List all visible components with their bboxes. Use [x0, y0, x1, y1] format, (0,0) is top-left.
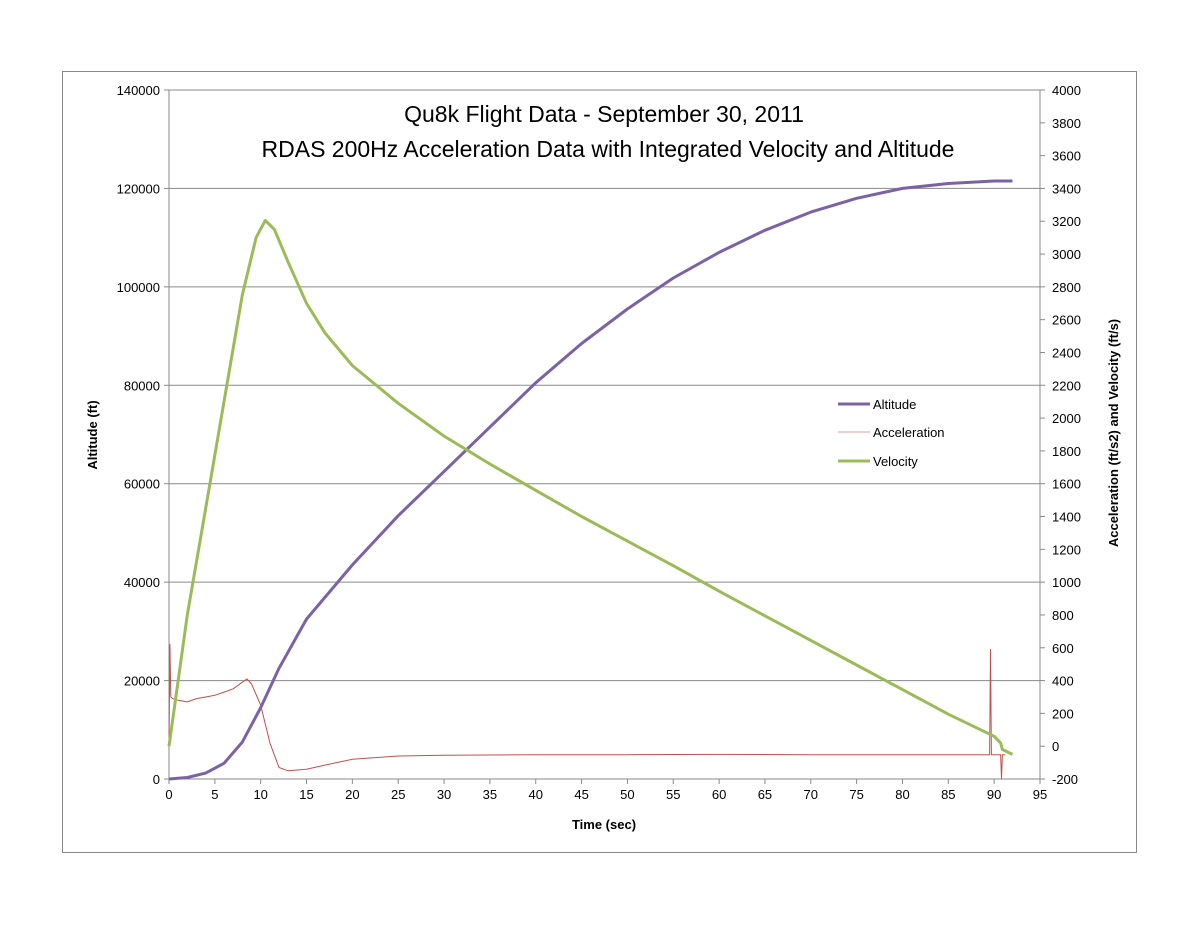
x-tick-label: 10: [253, 787, 267, 802]
y-right-tick-label: 600: [1052, 641, 1074, 656]
chart-title: Qu8k Flight Data - September 30, 2011: [404, 101, 804, 127]
y-right-tick-label: 2800: [1052, 280, 1081, 295]
y-axis-left-title: Altitude (ft): [85, 400, 100, 469]
y-right-tick-label: 200: [1052, 706, 1074, 721]
series-line-velocity: [167, 218, 1014, 756]
y-axis-right-title: Acceleration (ft/s2) and Velocity (ft/s): [1106, 319, 1121, 547]
y-right-tick-label: 2400: [1052, 345, 1081, 360]
y-right-tick-label: 400: [1052, 674, 1074, 689]
y-left-tick-label: 0: [153, 772, 160, 787]
y-right-tick-label: 3400: [1052, 181, 1081, 196]
y-left-tick-label: 40000: [124, 575, 160, 590]
y-right-tick-label: 3000: [1052, 247, 1081, 262]
y-right-tick-label: 4000: [1052, 83, 1081, 98]
chart-subtitle: RDAS 200Hz Acceleration Data with Integr…: [262, 136, 955, 162]
x-tick-label: 15: [299, 787, 313, 802]
x-tick-label: 5: [211, 787, 218, 802]
x-tick-label: 85: [941, 787, 955, 802]
y-left-tick-label: 140000: [117, 83, 160, 98]
series-group: [167, 179, 1014, 781]
y-right-tick-label: 1200: [1052, 542, 1081, 557]
x-axis-title: Time (sec): [572, 817, 636, 832]
y-left-tick-label: 100000: [117, 280, 160, 295]
y-right-tick-label: 2000: [1052, 411, 1081, 426]
x-tick-label: 65: [758, 787, 772, 802]
legend-label-velocity: Velocity: [873, 454, 918, 469]
legend-label-altitude: Altitude: [873, 397, 916, 412]
y-right-tick-label: 1600: [1052, 477, 1081, 492]
x-tick-label: 0: [165, 787, 172, 802]
y-right-tick-label: 0: [1052, 739, 1059, 754]
x-tick-label: 90: [987, 787, 1001, 802]
x-tick-label: 45: [574, 787, 588, 802]
chart-border: [62, 71, 1137, 853]
x-tick-label: 70: [804, 787, 818, 802]
y-right-tick-label: 2200: [1052, 378, 1081, 393]
y-left-tick-label: 20000: [124, 674, 160, 689]
series-line-acceleration: [168, 644, 1006, 780]
x-tick-label: 75: [849, 787, 863, 802]
x-tick-label: 20: [345, 787, 359, 802]
x-tick-label: 40: [529, 787, 543, 802]
x-tick-label: 60: [712, 787, 726, 802]
legend-label-acceleration: Acceleration: [873, 425, 945, 440]
x-tick-label: 80: [895, 787, 909, 802]
x-tick-label: 50: [620, 787, 634, 802]
x-tick-label: 25: [391, 787, 405, 802]
y-right-tick-label: -200: [1052, 772, 1078, 787]
gridlines: [169, 89, 1040, 682]
y-right-tick-label: 2600: [1052, 313, 1081, 328]
y-right-tick-label: 800: [1052, 608, 1074, 623]
y-right-tick-label: 3200: [1052, 214, 1081, 229]
y-right-tick-label: 1400: [1052, 510, 1081, 525]
x-tick-label: 95: [1033, 787, 1047, 802]
y-left-tick-label: 120000: [117, 181, 160, 196]
y-right-tick-label: 3800: [1052, 116, 1081, 131]
x-tick-label: 35: [483, 787, 497, 802]
y-right-tick-label: 3600: [1052, 149, 1081, 164]
axes: 0 5 10 15 20 25 30 35 40 45 50 55 60 65 70 75 80 85 90 95 0 2…: [117, 83, 1081, 802]
x-tick-label: 30: [437, 787, 451, 802]
y-left-tick-label: 60000: [124, 477, 160, 492]
x-tick-label: 55: [666, 787, 680, 802]
legend: Altitude Acceleration Velocity: [838, 397, 945, 469]
series-line-altitude: [168, 179, 1013, 781]
y-right-tick-label: 1800: [1052, 444, 1081, 459]
y-right-tick-label: 1000: [1052, 575, 1081, 590]
y-left-tick-label: 80000: [124, 378, 160, 393]
